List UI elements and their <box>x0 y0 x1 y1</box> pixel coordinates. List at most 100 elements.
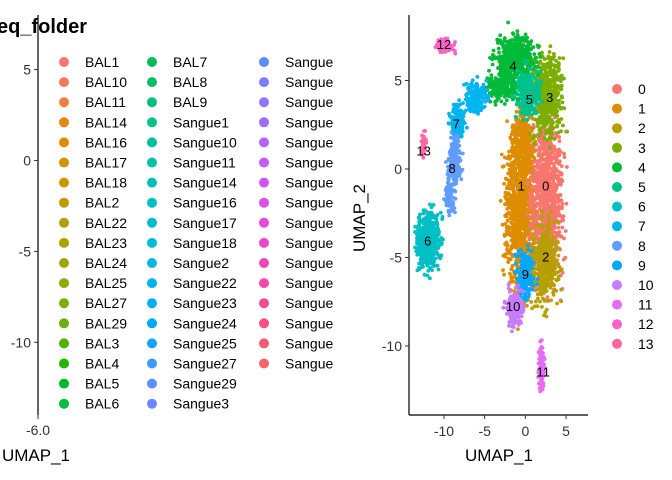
data-point <box>540 305 544 309</box>
data-point <box>453 115 458 120</box>
data-point <box>548 227 552 232</box>
data-point <box>511 43 516 48</box>
left-y-tick-label: 0 <box>23 152 31 168</box>
data-point <box>559 73 564 78</box>
data-point <box>539 137 543 142</box>
cluster-8-points <box>442 172 458 218</box>
legend-label: BAL17 <box>85 155 127 171</box>
data-point <box>454 102 459 107</box>
data-point <box>526 203 531 207</box>
data-point <box>552 215 556 220</box>
data-point <box>513 127 518 132</box>
data-point <box>428 276 432 281</box>
data-point <box>490 62 495 67</box>
legend-label: BAL5 <box>85 376 119 392</box>
data-point <box>498 199 503 203</box>
data-point <box>530 126 535 131</box>
data-point <box>537 240 542 245</box>
data-point <box>505 247 509 252</box>
data-point <box>451 109 455 114</box>
data-point <box>449 199 453 204</box>
data-point <box>515 132 519 137</box>
data-point <box>515 144 519 148</box>
data-point <box>500 56 505 61</box>
data-point <box>473 98 478 103</box>
legend-item: Sangue24 <box>147 315 237 331</box>
data-point <box>538 69 543 74</box>
legend-item: BAL22 <box>59 215 127 231</box>
data-point <box>554 261 559 266</box>
data-point <box>559 299 564 304</box>
legend-swatch <box>147 258 157 268</box>
data-point <box>546 150 550 155</box>
legend-item: Sangue <box>259 54 333 70</box>
data-point <box>538 197 543 202</box>
legend-label: Sangue29 <box>173 376 237 392</box>
data-point <box>527 190 531 195</box>
data-point <box>551 108 556 113</box>
data-point <box>525 54 529 58</box>
data-point <box>457 117 462 121</box>
legend-swatch <box>147 137 157 148</box>
data-point <box>504 212 509 217</box>
data-point <box>515 29 520 33</box>
cluster-5-points <box>508 59 545 122</box>
data-point <box>524 79 529 83</box>
data-point <box>520 91 525 96</box>
data-point <box>557 264 562 269</box>
data-point <box>551 272 556 277</box>
data-point <box>503 47 508 52</box>
data-point <box>446 180 450 185</box>
data-point <box>449 186 453 191</box>
data-point <box>524 186 529 191</box>
data-point <box>541 157 545 162</box>
data-point <box>511 31 515 35</box>
legend-swatch <box>59 137 69 148</box>
data-point <box>510 84 514 88</box>
legend-item: Sangue <box>259 175 333 191</box>
data-point <box>549 118 554 122</box>
data-point <box>497 82 502 87</box>
legend-swatch <box>147 197 157 208</box>
data-point <box>527 132 532 136</box>
data-point <box>555 124 559 129</box>
data-point <box>529 82 534 86</box>
data-point <box>501 253 506 258</box>
data-point <box>532 270 537 275</box>
data-point <box>518 59 523 64</box>
data-point <box>515 41 520 45</box>
data-point <box>534 173 538 178</box>
data-point <box>550 201 554 206</box>
data-point <box>504 66 508 71</box>
data-point <box>516 215 521 219</box>
legend-label: Sangue <box>285 195 333 211</box>
data-point <box>557 246 561 251</box>
data-point <box>552 251 557 256</box>
data-point <box>551 56 555 60</box>
data-point <box>529 39 534 43</box>
left-x-tick-label: -6.0 <box>26 422 50 438</box>
legend-label: Sangue3 <box>173 396 229 412</box>
data-point <box>442 197 446 202</box>
data-point <box>531 232 536 237</box>
legend-item: BAL10 <box>59 74 127 90</box>
data-point <box>447 213 452 218</box>
data-point <box>447 165 452 170</box>
data-point <box>498 33 503 38</box>
data-point <box>506 256 511 261</box>
legend-label: Sangue22 <box>173 275 237 291</box>
legend-label: BAL11 <box>85 94 126 110</box>
legend-swatch <box>147 177 157 188</box>
data-point <box>441 237 445 242</box>
data-point <box>526 158 531 162</box>
legend-item: Sangue <box>259 335 333 351</box>
data-point <box>554 213 559 218</box>
data-point <box>522 39 527 43</box>
data-point <box>545 283 550 288</box>
data-point <box>551 234 556 239</box>
legend-swatch <box>259 278 269 289</box>
legend-label: BAL8 <box>173 74 207 90</box>
data-point <box>535 43 540 48</box>
legend-label: Sangue27 <box>173 356 237 372</box>
data-point <box>517 234 522 239</box>
